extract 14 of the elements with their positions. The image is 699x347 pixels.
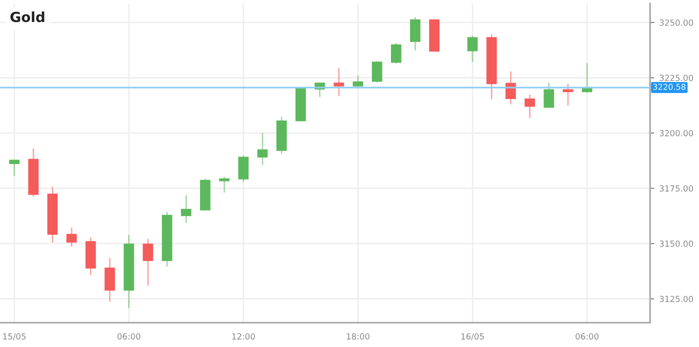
y-tick-label: 3200.00 bbox=[660, 130, 694, 136]
y-tick-label: 3150.00 bbox=[660, 240, 694, 247]
chart-title: Gold bbox=[10, 11, 44, 22]
x-tick-label: 06:00 bbox=[576, 333, 599, 340]
y-tick-label: 3125.00 bbox=[660, 296, 694, 302]
y-tick-label: 3250.00 bbox=[660, 19, 694, 26]
x-tick-label: 12:00 bbox=[232, 333, 255, 340]
ref-line-label: 3220.58 bbox=[653, 84, 686, 90]
y-tick-label: 3175.00 bbox=[660, 185, 694, 192]
x-tick-label: 18:00 bbox=[346, 333, 370, 340]
x-tick-label: 06:00 bbox=[117, 333, 140, 340]
y-tick-label: 3225.00 bbox=[660, 74, 694, 82]
x-tick-label: 15/05 bbox=[3, 333, 26, 340]
x-tick-label: 16/05 bbox=[461, 333, 484, 340]
